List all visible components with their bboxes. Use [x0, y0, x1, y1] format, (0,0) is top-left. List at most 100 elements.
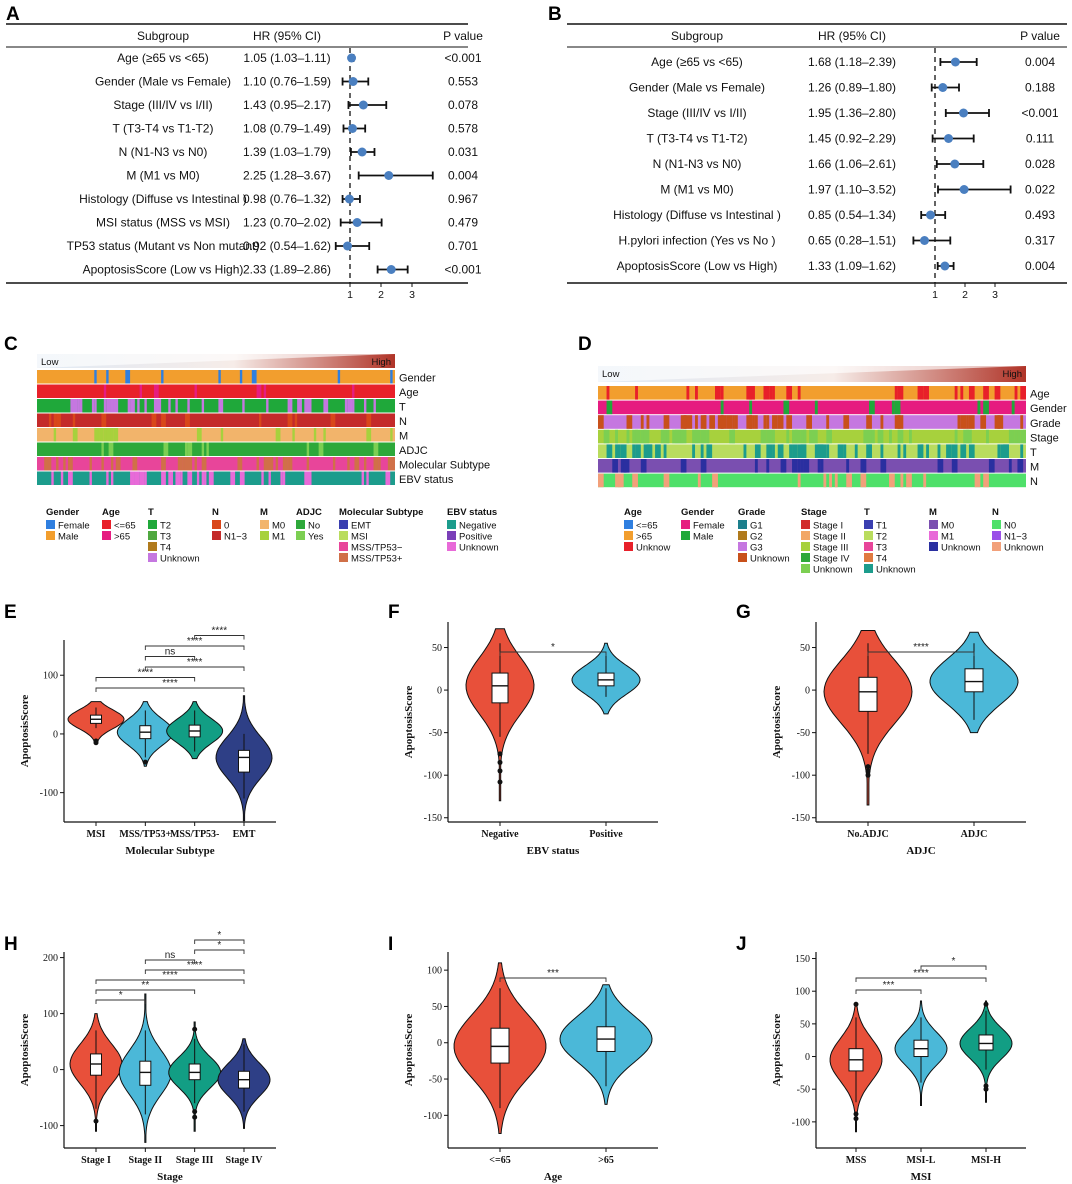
track-cell	[268, 457, 274, 471]
legend-item: MSS/TP53+	[351, 554, 403, 565]
legend-swatch	[801, 542, 810, 551]
track-stage	[598, 429, 1026, 444]
bracket-line	[144, 969, 245, 974]
legend-item: Stage IV	[813, 554, 850, 565]
x-tick-label: No.ADJC	[847, 829, 888, 840]
track-cell	[354, 457, 360, 471]
y-axis-title: ApoptosisScore	[403, 686, 415, 759]
track-cell	[783, 400, 790, 415]
legend-swatch	[46, 520, 55, 529]
track-cell	[786, 415, 793, 429]
track-cell	[663, 415, 670, 429]
track-cell	[101, 413, 107, 427]
significance-label: ****	[162, 678, 178, 689]
track-n	[598, 473, 1026, 488]
row-label: Gender (Male vs Female)	[95, 75, 231, 89]
track-cell	[53, 413, 57, 427]
track-cell	[612, 459, 618, 473]
track-cell	[854, 444, 858, 458]
legend-swatch	[148, 553, 157, 562]
track-cell	[187, 457, 193, 471]
track-cell	[220, 428, 224, 442]
y-tick-label: -100	[40, 1121, 58, 1132]
track-cell	[352, 384, 355, 398]
gradient-high-label: High	[1002, 369, 1022, 380]
legend-title: Stage	[801, 507, 827, 518]
track-cell	[168, 471, 174, 485]
track-cell	[366, 428, 372, 442]
legend-item: Female	[693, 521, 725, 532]
row-hr-ci: 2.33 (1.89–2.86)	[243, 263, 331, 277]
row-pvalue: <0.001	[444, 263, 481, 277]
legend-item: MSI	[351, 532, 368, 543]
track-cell	[106, 471, 109, 485]
track-cell	[115, 457, 121, 471]
row-pvalue: <0.001	[1021, 106, 1058, 120]
y-tick-label: 50	[432, 643, 442, 654]
track-cell	[897, 386, 904, 400]
legend-item: Male	[58, 532, 79, 543]
track-cell	[187, 442, 193, 456]
bracket-line	[194, 939, 245, 944]
track-cell	[894, 386, 898, 400]
axis-tick-label: 2	[962, 289, 968, 301]
track-cell	[289, 457, 293, 471]
track-cell	[366, 413, 372, 427]
track-cell	[640, 415, 644, 429]
legend-swatch	[864, 531, 873, 540]
track-cell	[734, 415, 738, 429]
track-cell	[390, 428, 393, 442]
track-cell	[258, 413, 262, 427]
track-cell	[282, 457, 288, 471]
track-cell	[794, 429, 801, 444]
panel-label-f: F	[388, 602, 400, 623]
panel-label-c: C	[4, 334, 18, 355]
hr-point	[940, 261, 950, 271]
track-label: N	[399, 416, 407, 428]
violin-plot-h: -100 0 100 200 Stage ApoptosisScore Stage I Sta…	[19, 930, 276, 1183]
y-tick-label: 0	[437, 1038, 442, 1049]
legend-swatch	[864, 553, 873, 562]
track-cell	[1020, 444, 1024, 458]
track-cell	[891, 400, 895, 415]
track-cell	[646, 415, 650, 429]
y-tick-label: 50	[800, 1019, 810, 1030]
track-base	[37, 399, 395, 413]
bracket-line	[95, 999, 146, 1004]
legend-swatch	[864, 542, 873, 551]
panel-label-d: D	[578, 334, 592, 355]
track-cell	[361, 471, 364, 485]
legend-item: >65	[114, 532, 130, 543]
track-label: Gender	[399, 373, 436, 385]
bracket-line	[95, 687, 245, 692]
legend-title: N	[992, 507, 999, 518]
track-cell	[926, 444, 929, 458]
bracket-line	[144, 959, 196, 964]
track-cell	[1020, 415, 1024, 429]
track-cell	[344, 399, 348, 413]
hr-point	[348, 77, 358, 86]
gradient-high-label: High	[371, 357, 391, 368]
legend-swatch	[148, 531, 157, 540]
hr-point	[357, 147, 367, 157]
track-cell	[161, 457, 166, 471]
track-t	[37, 399, 395, 413]
track-cell	[373, 399, 376, 413]
track-cell	[980, 415, 987, 429]
row-hr-ci: 1.43 (0.95–2.17)	[243, 98, 331, 112]
y-tick-label: 0	[805, 1052, 810, 1063]
track-cell	[349, 399, 353, 413]
track-cell	[91, 399, 95, 413]
track-cell	[204, 471, 207, 485]
track-cell	[772, 386, 775, 400]
panel-label-g: G	[736, 602, 751, 623]
track-cell	[880, 459, 887, 473]
track-cell	[1020, 386, 1026, 400]
track-n	[37, 413, 395, 427]
track-cell	[79, 399, 83, 413]
track-age	[598, 386, 1026, 400]
track-cell	[385, 471, 391, 485]
outlier-point	[497, 759, 503, 765]
track-cell	[106, 399, 111, 413]
track-cell	[287, 399, 290, 413]
